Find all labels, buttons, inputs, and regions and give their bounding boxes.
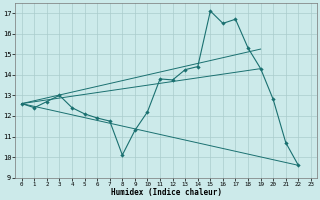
X-axis label: Humidex (Indice chaleur): Humidex (Indice chaleur) bbox=[111, 188, 222, 197]
